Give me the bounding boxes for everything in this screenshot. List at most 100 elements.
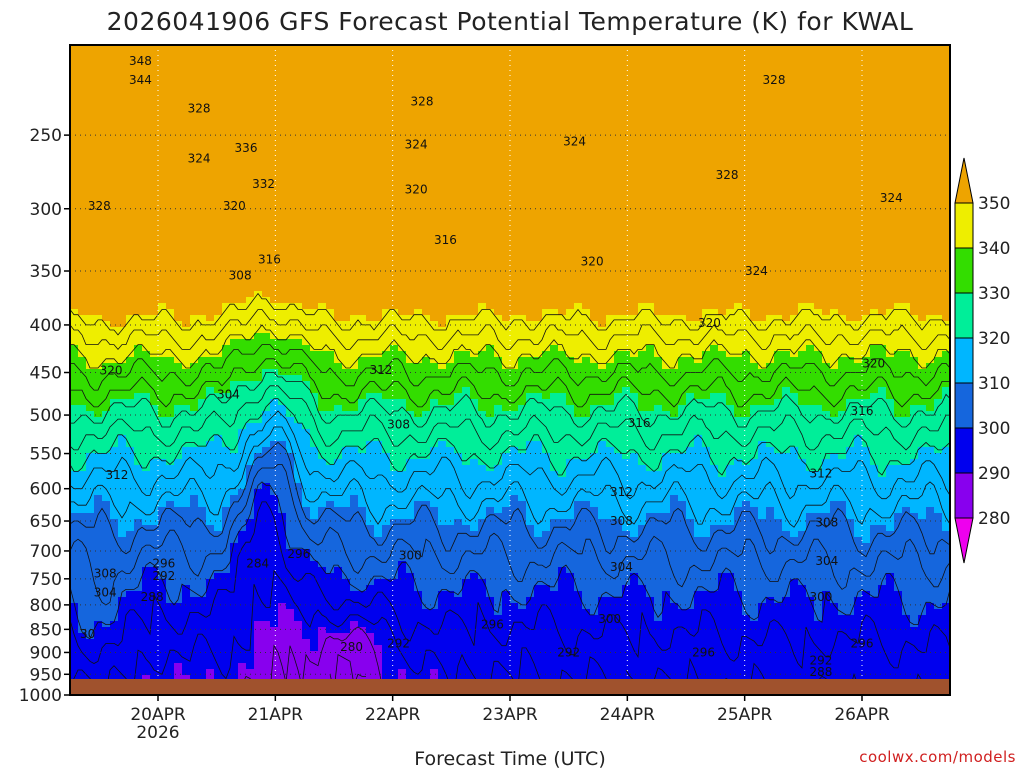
field-cell (206, 483, 215, 490)
field-cell (206, 51, 215, 58)
field-cell (366, 219, 375, 226)
field-cell (118, 189, 127, 196)
field-cell (214, 555, 223, 562)
field-cell (158, 99, 167, 106)
field-cell (366, 315, 375, 322)
field-cell (366, 537, 375, 544)
field-cell (398, 609, 407, 616)
field-cell (206, 567, 215, 574)
field-cell (342, 291, 351, 298)
field-cell (158, 585, 167, 592)
field-cell (286, 585, 295, 592)
field-cell (326, 51, 335, 58)
field-cell (318, 405, 327, 412)
field-cell (206, 75, 215, 82)
field-cell (430, 195, 439, 202)
field-cell (318, 225, 327, 232)
field-cell (358, 99, 367, 106)
field-cell (94, 345, 103, 352)
field-cell (398, 495, 407, 502)
field-cell (334, 273, 343, 280)
field-cell (118, 621, 127, 628)
field-cell (166, 639, 175, 646)
field-cell (246, 273, 255, 280)
field-cell (318, 117, 327, 124)
field-cell (86, 609, 95, 616)
field-cell (110, 525, 119, 532)
field-cell (278, 525, 287, 532)
field-cell (350, 621, 359, 628)
field-cell (110, 45, 119, 52)
field-cell (374, 255, 383, 262)
field-cell (358, 609, 367, 616)
field-cell (110, 399, 119, 406)
field-cell (166, 285, 175, 292)
field-cell (390, 105, 399, 112)
field-cell (78, 543, 87, 550)
field-cell (238, 63, 247, 70)
field-cell (350, 507, 359, 514)
field-cell (246, 171, 255, 178)
field-cell (150, 417, 159, 424)
field-cell (118, 561, 127, 568)
field-cell (198, 531, 207, 538)
field-cell (142, 639, 151, 646)
field-cell (214, 417, 223, 424)
field-cell (166, 453, 175, 460)
field-cell (326, 393, 335, 400)
field-cell (294, 51, 303, 58)
field-cell (134, 237, 143, 244)
field-cell (254, 369, 263, 376)
field-cell (286, 423, 295, 430)
field-cell (222, 357, 231, 364)
field-cell (422, 489, 431, 496)
field-cell (414, 249, 423, 256)
field-cell (326, 561, 335, 568)
field-cell (190, 315, 199, 322)
field-cell (430, 537, 439, 544)
field-cell (214, 147, 223, 154)
field-cell (422, 363, 431, 370)
field-cell (230, 405, 239, 412)
field-cell (334, 369, 343, 376)
field-cell (382, 225, 391, 232)
field-cell (94, 303, 103, 310)
field-cell (310, 489, 319, 496)
field-cell (190, 507, 199, 514)
field-cell (350, 69, 359, 76)
field-cell (430, 255, 439, 262)
field-cell (326, 555, 335, 562)
field-cell (366, 81, 375, 88)
field-cell (286, 675, 295, 682)
field-cell (238, 621, 247, 628)
field-cell (126, 483, 135, 490)
field-cell (390, 123, 399, 130)
field-cell (198, 249, 207, 256)
field-cell (166, 471, 175, 478)
field-cell (390, 483, 399, 490)
field-cell (182, 591, 191, 598)
field-cell (238, 405, 247, 412)
field-cell (390, 357, 399, 364)
field-cell (86, 63, 95, 70)
field-cell (430, 231, 439, 238)
field-cell (230, 381, 239, 388)
field-cell (310, 81, 319, 88)
field-cell (222, 513, 231, 520)
field-cell (358, 213, 367, 220)
field-cell (390, 369, 399, 376)
field-cell (302, 435, 311, 442)
field-cell (190, 165, 199, 172)
field-cell (270, 483, 279, 490)
field-cell (222, 177, 231, 184)
field-cell (94, 519, 103, 526)
temperature-field (70, 45, 950, 695)
field-cell (414, 285, 423, 292)
field-cell (190, 675, 199, 682)
field-cell (422, 273, 431, 280)
field-cell (278, 273, 287, 280)
field-cell (254, 669, 263, 676)
field-cell (310, 69, 319, 76)
field-cell (406, 243, 415, 250)
field-cell (382, 381, 391, 388)
